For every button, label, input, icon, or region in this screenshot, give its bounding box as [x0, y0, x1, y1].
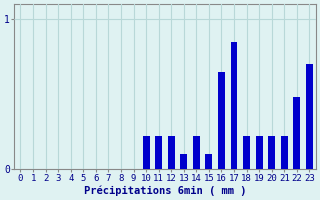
Bar: [256, 136, 263, 169]
Bar: [268, 136, 275, 169]
Bar: [306, 64, 313, 169]
Bar: [168, 136, 175, 169]
Bar: [243, 136, 250, 169]
Bar: [155, 136, 162, 169]
Bar: [180, 154, 187, 169]
Bar: [281, 136, 288, 169]
Bar: [230, 42, 237, 169]
X-axis label: Précipitations 6min ( mm ): Précipitations 6min ( mm ): [84, 185, 246, 196]
Bar: [205, 154, 212, 169]
Bar: [293, 97, 300, 169]
Bar: [218, 72, 225, 169]
Bar: [193, 136, 200, 169]
Bar: [143, 136, 149, 169]
